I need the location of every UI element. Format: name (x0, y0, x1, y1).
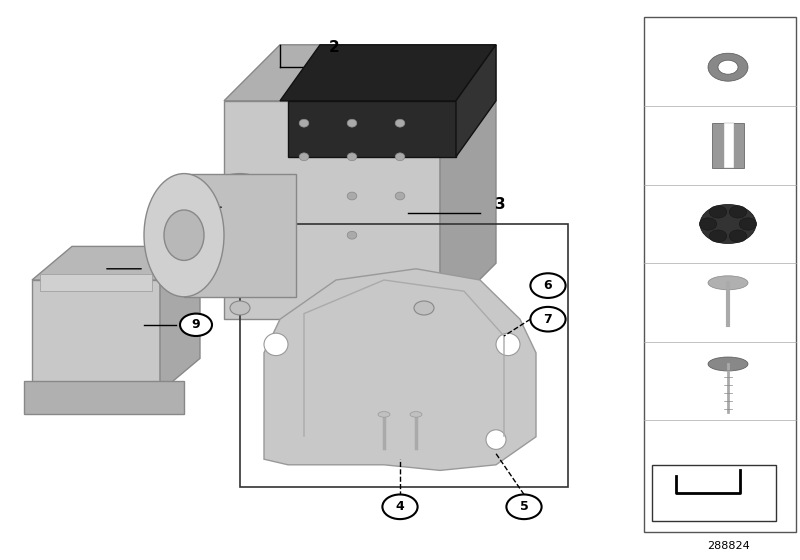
Text: 5: 5 (520, 500, 528, 514)
Ellipse shape (347, 153, 357, 161)
Circle shape (382, 494, 418, 519)
Text: 9: 9 (192, 318, 200, 332)
Text: 9: 9 (654, 60, 662, 74)
Polygon shape (440, 45, 496, 319)
Ellipse shape (378, 412, 390, 417)
Text: 5: 5 (654, 296, 662, 309)
Ellipse shape (299, 153, 309, 161)
Ellipse shape (699, 218, 717, 230)
Text: 8: 8 (150, 259, 162, 273)
Polygon shape (24, 381, 184, 414)
Ellipse shape (730, 230, 747, 242)
Polygon shape (224, 45, 496, 101)
Text: 288824: 288824 (706, 541, 750, 551)
Ellipse shape (347, 119, 357, 127)
Ellipse shape (496, 333, 520, 356)
Ellipse shape (144, 174, 224, 297)
Text: 7: 7 (654, 139, 662, 152)
Ellipse shape (347, 192, 357, 200)
Polygon shape (288, 101, 456, 157)
Text: 4: 4 (654, 374, 662, 388)
Circle shape (180, 314, 212, 336)
Text: 4: 4 (396, 500, 404, 514)
Ellipse shape (739, 218, 757, 230)
Circle shape (506, 494, 542, 519)
Bar (644, 17, 796, 532)
Polygon shape (32, 246, 200, 280)
Ellipse shape (264, 333, 288, 356)
Ellipse shape (700, 204, 756, 244)
Ellipse shape (410, 412, 422, 417)
Ellipse shape (708, 53, 748, 81)
Polygon shape (32, 280, 160, 392)
Text: 6: 6 (654, 217, 662, 231)
Polygon shape (264, 269, 536, 470)
Bar (724, 123, 734, 168)
Ellipse shape (710, 206, 727, 218)
Ellipse shape (718, 60, 738, 74)
Ellipse shape (395, 119, 405, 127)
Polygon shape (280, 45, 496, 101)
Ellipse shape (347, 231, 357, 239)
Text: 1: 1 (150, 200, 162, 214)
Ellipse shape (230, 301, 250, 315)
Ellipse shape (164, 210, 204, 260)
Text: 3: 3 (494, 197, 506, 212)
Circle shape (530, 273, 566, 298)
Ellipse shape (708, 276, 748, 290)
Polygon shape (40, 274, 152, 291)
Ellipse shape (395, 192, 405, 200)
Text: 2: 2 (329, 40, 340, 55)
Ellipse shape (708, 357, 748, 371)
Bar (712, 123, 744, 168)
Ellipse shape (188, 174, 292, 297)
Ellipse shape (486, 430, 506, 449)
Text: 7: 7 (544, 312, 552, 326)
Ellipse shape (299, 119, 309, 127)
Ellipse shape (710, 230, 726, 242)
Circle shape (530, 307, 566, 332)
Ellipse shape (730, 206, 747, 218)
Ellipse shape (395, 153, 405, 161)
Polygon shape (456, 45, 496, 157)
Bar (240, 224, 568, 487)
Bar (652, 465, 776, 521)
Polygon shape (160, 246, 200, 392)
Polygon shape (184, 174, 296, 297)
Text: 6: 6 (544, 279, 552, 292)
Ellipse shape (414, 301, 434, 315)
Polygon shape (224, 101, 440, 319)
